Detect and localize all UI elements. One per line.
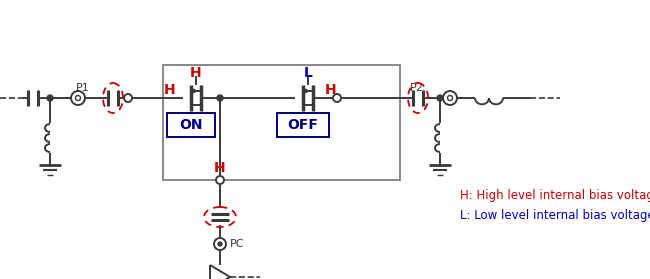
Text: P1: P1 — [76, 83, 90, 93]
Text: OFF: OFF — [287, 118, 318, 132]
Circle shape — [437, 95, 443, 101]
Circle shape — [216, 176, 224, 184]
Text: H: H — [190, 66, 202, 80]
Text: P2: P2 — [410, 83, 424, 93]
Text: H: H — [214, 161, 226, 175]
Circle shape — [333, 94, 341, 102]
Circle shape — [124, 94, 132, 102]
FancyBboxPatch shape — [277, 113, 329, 137]
Text: L: L — [304, 66, 313, 80]
Circle shape — [443, 91, 457, 105]
Text: H: H — [325, 83, 337, 97]
Text: ON: ON — [179, 118, 203, 132]
Circle shape — [71, 91, 85, 105]
Circle shape — [47, 95, 53, 101]
Circle shape — [214, 238, 226, 250]
Circle shape — [218, 242, 222, 246]
Bar — [163, 65, 400, 180]
Text: PC: PC — [230, 239, 244, 249]
Text: H: H — [164, 83, 176, 97]
Text: L: Low level internal bias voltage: L: Low level internal bias voltage — [460, 208, 650, 222]
Circle shape — [217, 95, 223, 101]
FancyBboxPatch shape — [167, 113, 215, 137]
Text: H: High level internal bias voltage: H: High level internal bias voltage — [460, 189, 650, 201]
